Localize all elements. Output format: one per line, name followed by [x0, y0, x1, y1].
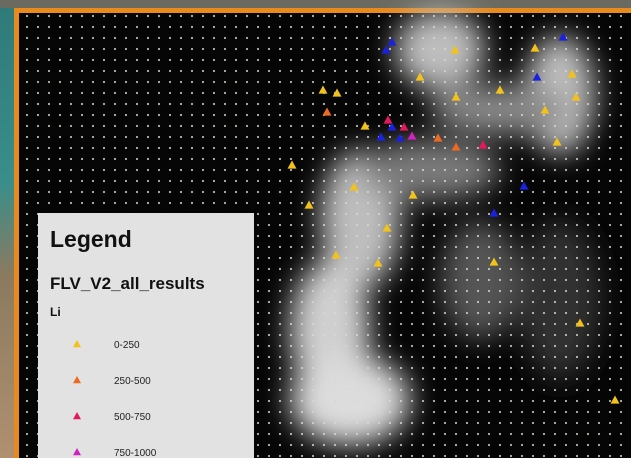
sample-marker [610, 395, 620, 404]
sample-marker [407, 131, 417, 140]
sample-marker [399, 122, 409, 131]
sample-marker [571, 92, 581, 101]
sample-marker [318, 85, 328, 94]
sample-marker [349, 182, 359, 191]
legend-label: 0-250 [114, 340, 140, 351]
sample-marker [383, 115, 393, 124]
sample-marker [408, 190, 418, 199]
sample-marker [415, 72, 425, 81]
legend-title: Legend [50, 226, 132, 252]
legend-symbol [73, 376, 81, 384]
sample-marker [519, 181, 529, 190]
legend-symbol [73, 340, 81, 348]
sample-marker [451, 142, 461, 151]
sample-marker [558, 32, 568, 41]
sample-marker [304, 200, 314, 209]
legend-label: 750-1000 [114, 448, 157, 458]
sample-marker [332, 88, 342, 97]
sample-marker [495, 85, 505, 94]
sample-marker [287, 160, 297, 169]
legend: Legend FLV_V2_all_results Li 0-250 250-50… [38, 213, 254, 458]
sample-marker [322, 107, 332, 116]
sample-marker [331, 250, 341, 259]
legend-field: Li [50, 305, 61, 319]
sample-marker [381, 45, 391, 54]
legend-label: 500-750 [114, 412, 151, 423]
sample-marker [451, 92, 461, 101]
sample-markers [287, 32, 620, 404]
sample-marker [478, 140, 488, 149]
legend-label: 250-500 [114, 376, 151, 387]
legend-box [38, 213, 254, 458]
legend-symbol [73, 448, 81, 456]
sample-marker [373, 258, 383, 267]
legend-layer: FLV_V2_all_results [50, 274, 205, 293]
sample-marker [387, 122, 397, 131]
sample-marker [387, 37, 397, 46]
sample-marker [489, 257, 499, 266]
sample-marker [382, 223, 392, 232]
sample-marker [360, 121, 370, 130]
sample-marker [489, 208, 499, 217]
sample-marker [540, 105, 550, 114]
legend-symbol [73, 412, 81, 420]
sample-marker [552, 137, 562, 146]
sample-marker [433, 133, 443, 142]
background-photo-top [0, 0, 631, 8]
sample-marker [530, 43, 540, 52]
sample-marker [395, 133, 405, 142]
sample-marker [532, 72, 542, 81]
sample-marker [575, 318, 585, 327]
sample-marker [450, 45, 460, 54]
sample-marker [567, 69, 577, 78]
sample-marker [376, 132, 386, 141]
